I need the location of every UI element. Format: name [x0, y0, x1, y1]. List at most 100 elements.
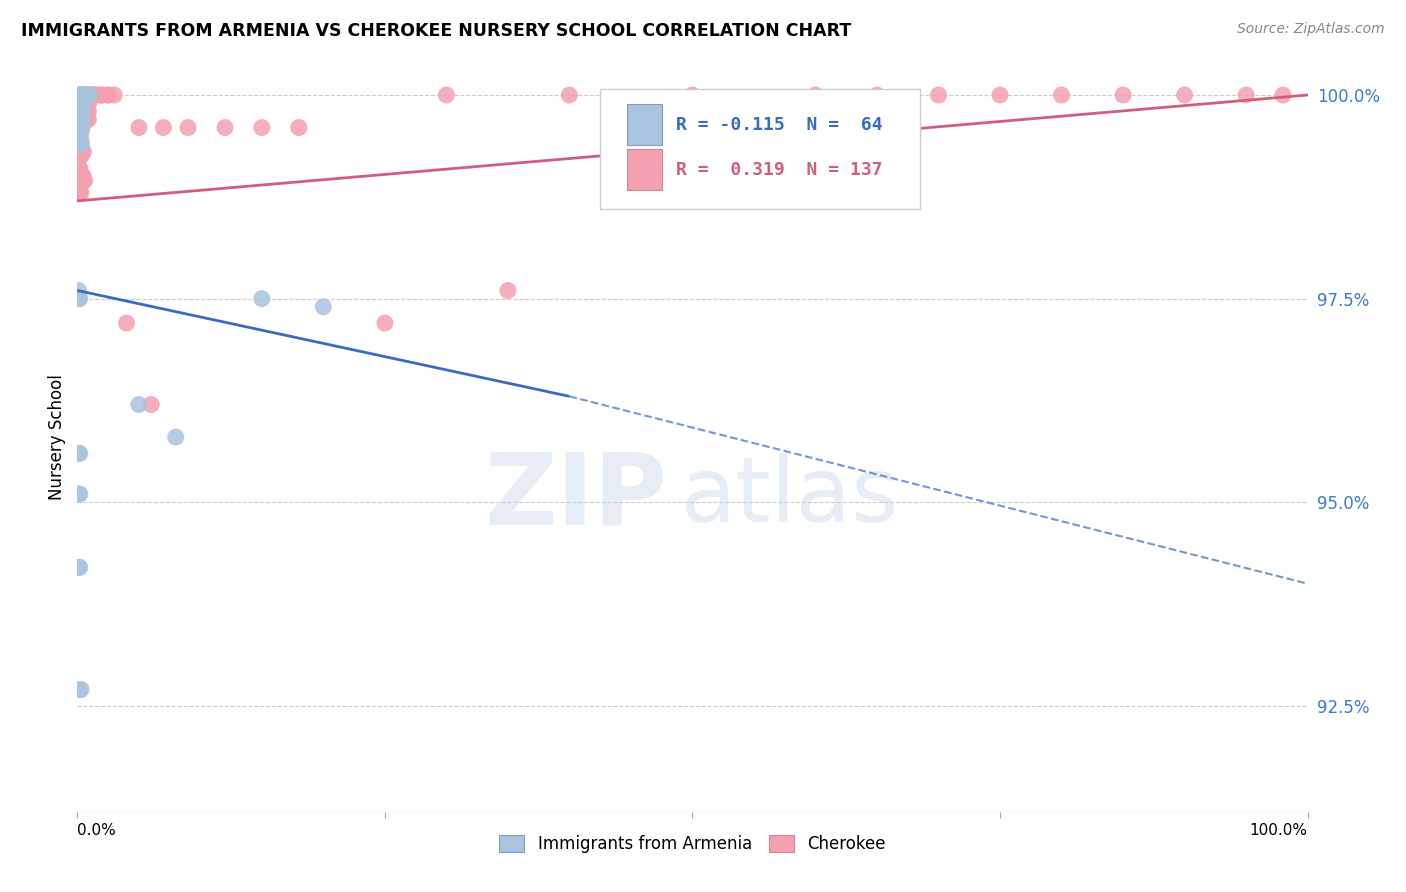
Point — [214, 120, 236, 135]
Point — [70, 112, 93, 127]
Point — [70, 96, 93, 111]
Point — [79, 88, 101, 103]
Point — [70, 145, 93, 159]
Point — [72, 88, 94, 103]
Text: R =  0.319  N = 137: R = 0.319 N = 137 — [676, 161, 883, 178]
Point — [69, 560, 91, 574]
Point — [72, 169, 94, 184]
Point — [1234, 88, 1257, 103]
Point — [73, 108, 96, 122]
Point — [312, 300, 335, 314]
Point — [70, 88, 93, 103]
Point — [70, 100, 93, 114]
Point — [70, 120, 93, 135]
Point — [77, 112, 100, 127]
Point — [67, 112, 90, 127]
Point — [72, 104, 94, 119]
Point — [75, 108, 97, 122]
Point — [67, 100, 90, 114]
Point — [75, 88, 97, 103]
Point — [69, 112, 91, 127]
Point — [70, 100, 93, 114]
Point — [67, 560, 90, 574]
Point — [72, 112, 94, 127]
Point — [67, 116, 90, 130]
Point — [69, 96, 91, 111]
Point — [69, 100, 91, 114]
Point — [928, 88, 950, 103]
Point — [70, 125, 93, 139]
Point — [70, 145, 93, 159]
Point — [70, 173, 93, 187]
Point — [67, 446, 90, 460]
Point — [67, 100, 90, 114]
Point — [67, 149, 90, 163]
Point — [77, 104, 100, 119]
Point — [69, 125, 91, 139]
Point — [67, 125, 90, 139]
Point — [67, 161, 90, 176]
Point — [67, 112, 90, 127]
Point — [128, 397, 150, 411]
Point — [72, 145, 94, 159]
Point — [72, 96, 94, 111]
Point — [250, 120, 273, 135]
Point — [69, 108, 91, 122]
Point — [70, 136, 93, 151]
Point — [70, 88, 93, 103]
Point — [67, 96, 90, 111]
Point — [67, 96, 90, 111]
Point — [69, 108, 91, 122]
Point — [70, 169, 93, 184]
Point — [250, 292, 273, 306]
Point — [67, 136, 90, 151]
Point — [70, 133, 93, 147]
Point — [70, 173, 93, 187]
Point — [75, 96, 97, 111]
Point — [69, 169, 91, 184]
Point — [128, 120, 150, 135]
Point — [1050, 88, 1073, 103]
Point — [72, 100, 94, 114]
Legend: Immigrants from Armenia, Cherokee: Immigrants from Armenia, Cherokee — [492, 828, 893, 860]
Point — [70, 108, 93, 122]
Point — [69, 104, 91, 119]
Point — [67, 104, 90, 119]
Point — [70, 112, 93, 127]
Point — [67, 173, 90, 187]
Point — [141, 397, 163, 411]
Point — [75, 104, 97, 119]
Point — [67, 108, 90, 122]
Text: R = -0.115  N =  64: R = -0.115 N = 64 — [676, 116, 883, 134]
Point — [72, 108, 94, 122]
Point — [69, 116, 91, 130]
Point — [67, 128, 90, 143]
Point — [496, 284, 519, 298]
Point — [67, 284, 90, 298]
Point — [72, 96, 94, 111]
Text: 0.0%: 0.0% — [77, 823, 117, 838]
Point — [67, 96, 90, 111]
Point — [75, 96, 97, 111]
Point — [67, 100, 90, 114]
Point — [72, 173, 94, 187]
Point — [69, 161, 91, 176]
Point — [67, 136, 90, 151]
Point — [69, 173, 91, 187]
Point — [70, 104, 93, 119]
Point — [70, 88, 93, 103]
Point — [84, 88, 107, 103]
Point — [70, 120, 93, 135]
Point — [165, 430, 187, 444]
Point — [82, 88, 104, 103]
Point — [77, 96, 100, 111]
Point — [69, 186, 91, 200]
Point — [69, 292, 91, 306]
Point — [67, 100, 90, 114]
Point — [69, 96, 91, 111]
Point — [76, 88, 98, 103]
Point — [804, 88, 827, 103]
Point — [82, 88, 104, 103]
Point — [69, 145, 91, 159]
Point — [70, 112, 93, 127]
